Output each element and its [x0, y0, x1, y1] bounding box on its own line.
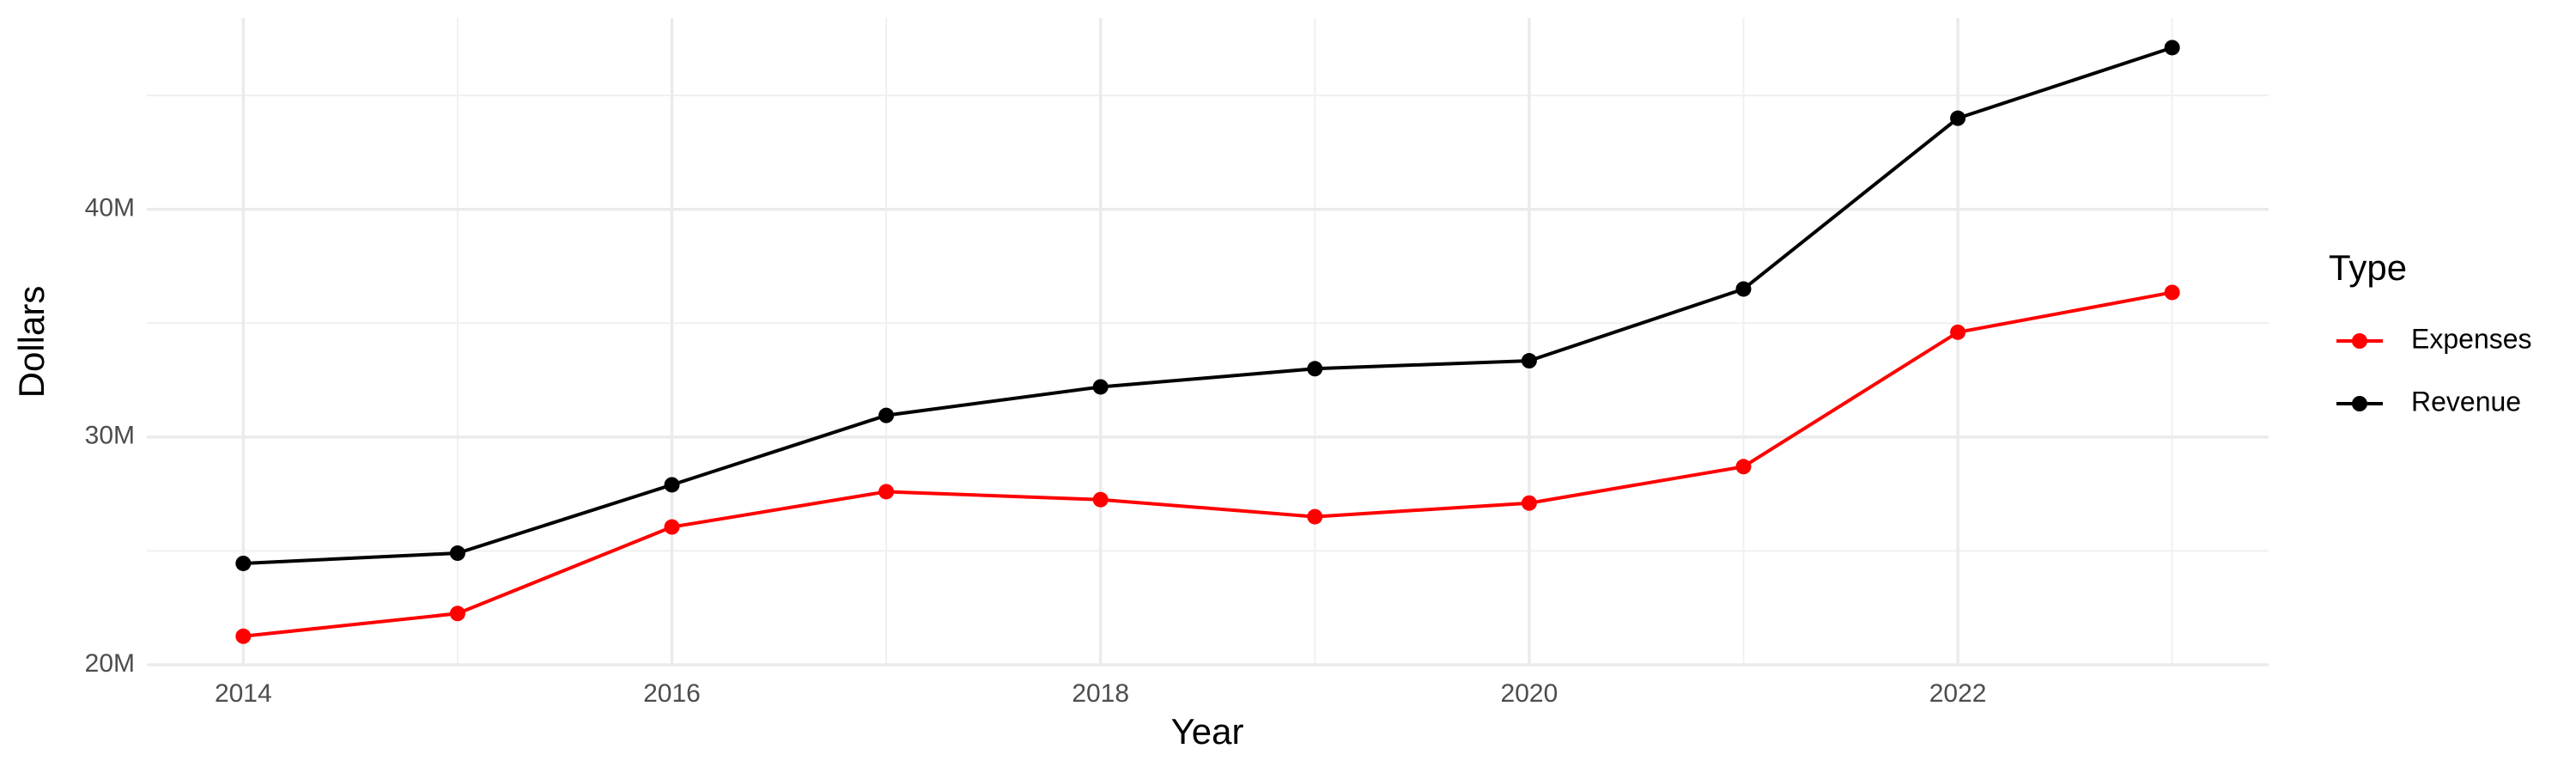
data-point [1307, 361, 1323, 377]
data-point [1092, 379, 1109, 395]
data-point [1950, 110, 1966, 126]
series-line [243, 290, 2173, 638]
y-tick-label: 30M [85, 422, 135, 450]
data-point [664, 519, 680, 535]
x-tick-label: 2014 [215, 679, 272, 708]
plot-marks [235, 40, 2180, 644]
x-tick-label: 2022 [1929, 679, 1987, 708]
y-tick-label: 40M [85, 194, 135, 222]
series-line [243, 46, 2173, 565]
data-point [235, 555, 252, 571]
legend-key-point [2352, 396, 2367, 411]
y-axis-title: Dollars [11, 286, 52, 399]
data-point [1307, 508, 1323, 525]
data-point [1092, 491, 1109, 508]
x-tick-label: 2018 [1072, 679, 1129, 708]
y-tick-label: 20M [85, 649, 135, 678]
data-point [1950, 324, 1966, 340]
legend-key-point [2352, 333, 2367, 349]
data-point [1521, 353, 1537, 369]
data-point [878, 484, 895, 500]
data-point [878, 407, 895, 423]
data-point [1735, 459, 1752, 475]
data-point [449, 545, 465, 562]
x-axis-title: Year [1171, 711, 1244, 752]
data-point [235, 628, 252, 644]
data-point [1735, 281, 1752, 297]
x-tick-label: 2020 [1501, 679, 1558, 708]
legend-title: Type [2329, 247, 2407, 288]
data-point [2164, 40, 2180, 56]
data-point [664, 477, 680, 493]
legend-label: Expenses [2411, 323, 2532, 354]
x-tick-label: 2016 [643, 679, 701, 708]
data-point [449, 606, 465, 622]
grid [147, 18, 2269, 666]
legend-label: Revenue [2411, 386, 2521, 417]
data-point [1521, 495, 1537, 511]
data-point [2164, 284, 2180, 301]
